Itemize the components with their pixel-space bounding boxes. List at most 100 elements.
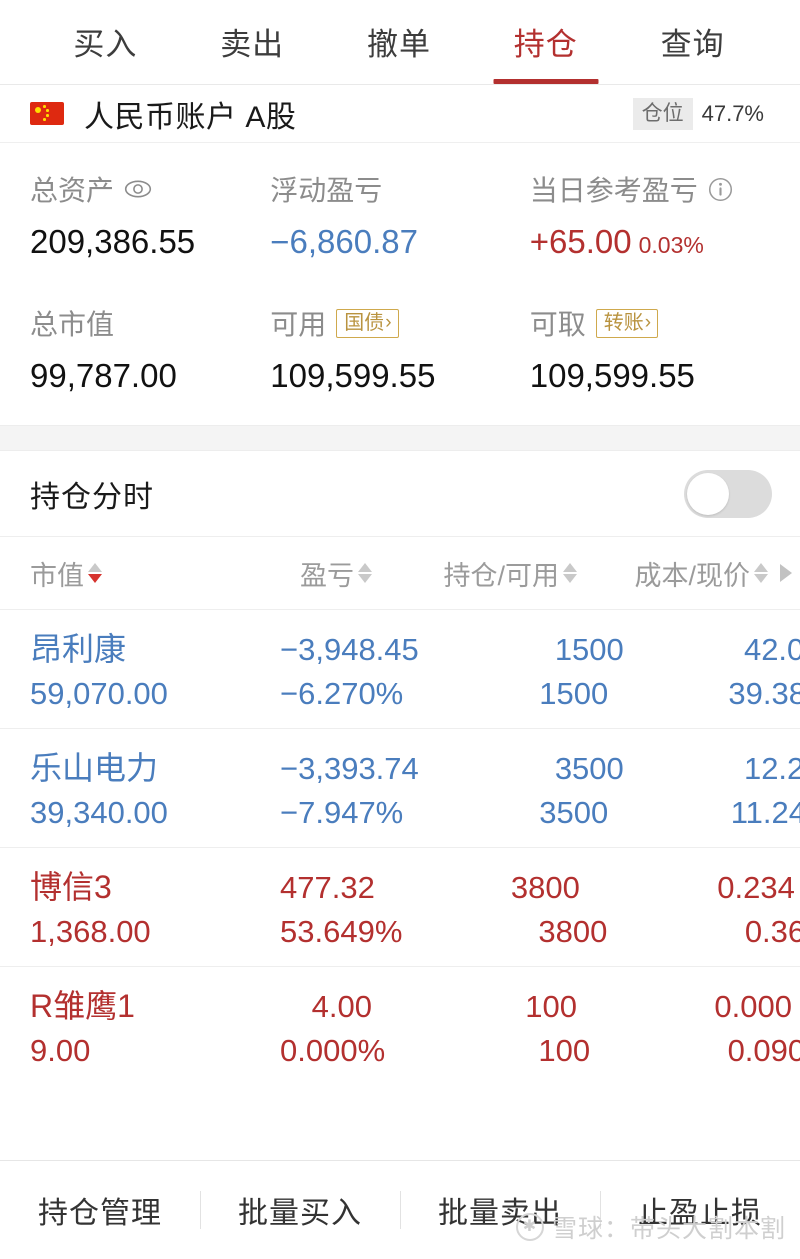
available-qty: 3500 [539, 795, 609, 830]
position-qty: 3800 [510, 870, 580, 905]
available-cash-value: 109,599.55 [270, 357, 436, 394]
sort-asc-icon [88, 563, 102, 572]
position-qty: 3500 [554, 751, 624, 786]
stock-name: 博信3 [30, 869, 112, 905]
withdrawable-cash-cell: 可取 转账 › 109,599.55 [530, 303, 770, 395]
floating-pl-value: −6,860.87 [270, 223, 418, 260]
sort-desc-icon [563, 574, 577, 583]
stop-profit-loss-button[interactable]: 止盈止损 [600, 1188, 800, 1232]
floating-pl-cell: 浮动盈亏 −6,860.87 [270, 169, 529, 261]
tab-holdings[interactable]: 持仓 [472, 19, 619, 84]
sort-desc-icon [754, 574, 768, 583]
today-pl-value: +65.00 [529, 223, 632, 260]
tab-buy-label: 买入 [73, 27, 138, 62]
tab-cancel-order[interactable]: 撤单 [326, 19, 473, 84]
transfer-link-badge[interactable]: 转账 › [595, 308, 659, 338]
available-cash-cell: 可用 国债 › 109,599.55 [270, 303, 529, 395]
table-row-line-2: 39,340.00 −7.947% 3500 11.240 [30, 795, 800, 831]
floating-pl-label-group: 浮动盈亏 [270, 169, 529, 209]
account-row[interactable]: 人民币账户 A股 仓位 47.7% [0, 85, 800, 143]
table-row[interactable]: 昂利康 −3,948.45 1500 42.014 59,070.00 −6.2… [0, 609, 800, 728]
table-row-line-2: 9.00 0.000% 100 0.090 [30, 1033, 800, 1069]
asset-summary-row-2: 总市值 99,787.00 可用 国债 › 109,599.55 可取 转账 › 1… [0, 303, 800, 395]
column-header-market-value-label: 市值 [30, 560, 84, 591]
stock-name: 乐山电力 [30, 750, 159, 786]
intraday-toggle-row: 持仓分时 [0, 451, 800, 537]
sort-control-cost-price[interactable] [754, 563, 768, 583]
batch-buy-button[interactable]: 批量买入 [200, 1188, 400, 1232]
floating-pl-label: 浮动盈亏 [270, 175, 383, 206]
available-cash-label-group: 可用 国债 › [270, 303, 529, 343]
sort-asc-icon [563, 563, 577, 572]
market-value: 39,340.00 [30, 795, 168, 830]
china-flag-icon [30, 102, 64, 125]
bottom-action-bar: 持仓管理 批量买入 批量卖出 止盈止损 [0, 1160, 800, 1259]
intraday-toggle-switch[interactable] [684, 469, 772, 518]
available-qty: 1500 [539, 676, 609, 711]
profit-percent: 0.000% [280, 1033, 386, 1068]
table-row[interactable]: 乐山电力 −3,393.74 3500 12.210 39,340.00 −7.… [0, 728, 800, 847]
asset-summary-row-1: 总资产 209,386.55 浮动盈亏 −6,860.87 当日参考盈亏 [0, 169, 800, 261]
sort-control-market-value[interactable] [88, 563, 102, 583]
sort-asc-icon [754, 563, 768, 572]
position-qty: 1500 [554, 632, 624, 667]
withdrawable-cash-label-group: 可取 转账 › [530, 303, 770, 343]
cost-price: 0.234 [717, 870, 795, 905]
table-row-line-2: 1,368.00 53.649% 3800 0.360 [30, 914, 800, 950]
batch-sell-button[interactable]: 批量卖出 [400, 1188, 600, 1232]
table-row[interactable]: R雏鹰1 4.00 100 0.000 9.00 0.000% 100 0.09… [0, 966, 800, 1085]
today-pl-value-group: +65.00 0.03% [530, 223, 770, 261]
profit-amount: 4.00 [311, 989, 372, 1024]
profit-amount: 477.32 [280, 870, 375, 905]
position-ratio-value: 47.7% [692, 97, 774, 130]
tab-cancel-order-label: 撤单 [366, 27, 431, 62]
bond-link-badge-label: 国债 [344, 311, 385, 334]
column-header-profit-loss-label: 盈亏 [300, 560, 354, 591]
holdings-management-button[interactable]: 持仓管理 [38, 1197, 162, 1230]
stock-name: 昂利康 [30, 631, 127, 667]
total-market-value-value: 99,787.00 [30, 357, 177, 394]
transfer-link-badge-label: 转账 [603, 311, 644, 334]
total-market-value-cell: 总市值 99,787.00 [30, 303, 270, 395]
sort-desc-icon [358, 574, 372, 583]
total-assets-value: 209,386.55 [30, 223, 196, 260]
table-row[interactable]: 博信3 477.32 3800 0.234 1,368.00 53.649% 3… [0, 847, 800, 966]
chevron-right-icon[interactable] [780, 564, 792, 582]
tab-buy[interactable]: 买入 [32, 19, 179, 84]
top-tab-bar: 买入 卖出 撤单 持仓 查询 [0, 0, 800, 85]
today-pl-cell: 当日参考盈亏 +65.00 0.03% [530, 169, 770, 261]
account-name: 人民币账户 A股 [84, 100, 297, 134]
total-assets-label: 总资产 [30, 175, 115, 206]
current-price: 0.090 [727, 1033, 800, 1068]
position-qty: 100 [525, 989, 577, 1024]
tab-query[interactable]: 查询 [619, 19, 766, 84]
profit-percent: −7.947% [280, 795, 404, 830]
table-row-line-1: 乐山电力 −3,393.74 3500 12.210 [30, 743, 800, 789]
sort-control-position-available[interactable] [563, 563, 577, 583]
column-header-market-value[interactable]: 市值 [30, 554, 280, 593]
bond-link-badge[interactable]: 国债 › [336, 308, 399, 338]
total-assets-label-group: 总资产 [30, 169, 270, 209]
eye-icon[interactable] [124, 180, 152, 198]
current-price: 0.360 [744, 914, 800, 949]
table-row-line-1: 昂利康 −3,948.45 1500 42.014 [30, 624, 800, 670]
withdrawable-cash-value: 109,599.55 [529, 357, 695, 394]
info-icon[interactable] [708, 177, 733, 202]
chevron-right-icon: › [644, 311, 652, 333]
tab-sell[interactable]: 卖出 [179, 19, 326, 84]
holdings-table-header: 市值 盈亏 持仓/可用 成本/现价 [0, 537, 800, 609]
sort-desc-icon [88, 574, 102, 583]
available-cash-label: 可用 [270, 309, 327, 340]
sort-control-profit-loss[interactable] [358, 563, 372, 583]
column-header-profit-loss[interactable]: 盈亏 [280, 554, 372, 593]
total-market-value-label-group: 总市值 [30, 303, 270, 343]
table-row-line-2: 59,070.00 −6.270% 1500 39.380 [30, 676, 800, 712]
column-header-position-available[interactable]: 持仓/可用 [372, 554, 577, 593]
available-qty: 100 [538, 1033, 591, 1068]
available-qty: 3800 [538, 914, 608, 949]
position-ratio-badge: 仓位 47.7% [632, 97, 774, 131]
withdrawable-cash-label: 可取 [529, 309, 586, 340]
cost-price: 42.014 [743, 632, 800, 667]
column-header-cost-price[interactable]: 成本/现价 [577, 554, 792, 593]
today-pl-label-group: 当日参考盈亏 [530, 169, 770, 209]
